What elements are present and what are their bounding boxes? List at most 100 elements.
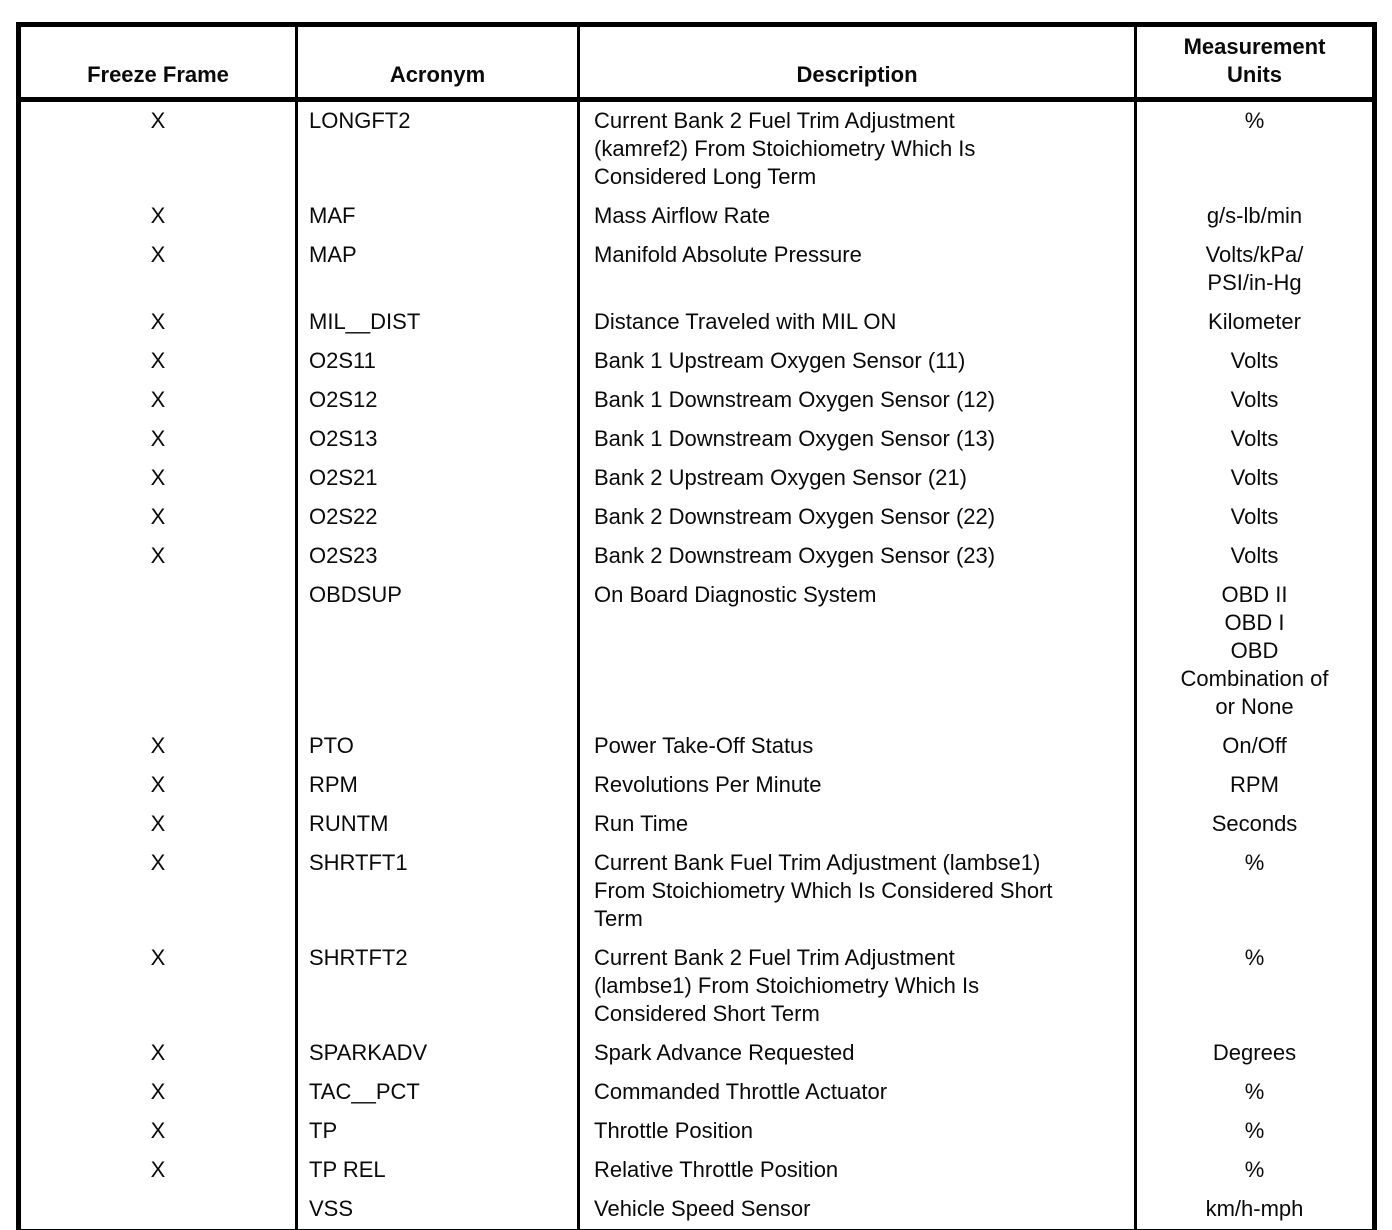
table-row: X TAC__PCT Commanded Throttle Actuator % — [19, 1073, 1375, 1112]
freeze-frame-cell: X — [150, 1079, 166, 1104]
units-cell: Volts — [1134, 381, 1375, 420]
freeze-frame-cell: X — [150, 348, 166, 373]
freeze-frame-cell — [19, 1190, 297, 1230]
units-cell: Volts — [1134, 342, 1375, 381]
table-row: X O2S11 Bank 1 Upstream Oxygen Sensor (1… — [19, 342, 1375, 381]
units-cell: km/h-mph — [1134, 1190, 1375, 1230]
units-cell: RPM — [1134, 766, 1375, 805]
table-row: X TP Throttle Position % — [19, 1112, 1375, 1151]
freeze-frame-cell: X — [150, 387, 166, 412]
table-row: X SPARKADV Spark Advance Requested Degre… — [19, 1034, 1375, 1073]
description-cell: Bank 1 Downstream Oxygen Sensor (13) — [577, 420, 1136, 459]
acronym-cell: RUNTM — [295, 805, 579, 844]
description-cell: Commanded Throttle Actuator — [577, 1073, 1136, 1112]
freeze-frame-cell: X — [150, 108, 166, 133]
table-row: X O2S13 Bank 1 Downstream Oxygen Sensor … — [19, 420, 1375, 459]
acronym-cell: MAP — [295, 236, 579, 303]
table-row: X LONGFT2 Current Bank 2 Fuel Trim Adjus… — [19, 99, 1375, 197]
table-row: VSS Vehicle Speed Sensor km/h-mph — [19, 1190, 1375, 1230]
col-header-acronym: Acronym — [295, 24, 579, 102]
description-cell: Current Bank Fuel Trim Adjustment (lambs… — [577, 844, 1136, 939]
col-header-description: Description — [577, 24, 1136, 102]
description-cell: Run Time — [577, 805, 1136, 844]
units-cell: % — [1134, 1151, 1375, 1190]
description-cell: Mass Airflow Rate — [577, 197, 1136, 236]
table-row: X O2S23 Bank 2 Downstream Oxygen Sensor … — [19, 537, 1375, 576]
units-cell: % — [1134, 1073, 1375, 1112]
col-header-freeze-frame: Freeze Frame — [18, 24, 297, 102]
freeze-frame-cell: X — [150, 242, 166, 267]
table-row: X SHRTFT1 Current Bank Fuel Trim Adjustm… — [19, 844, 1375, 939]
units-cell: % — [1134, 844, 1375, 939]
description-cell: Bank 2 Upstream Oxygen Sensor (21) — [577, 459, 1136, 498]
acronym-cell: PTO — [295, 727, 579, 766]
acronym-cell: O2S12 — [295, 381, 579, 420]
parameters-table: Freeze Frame Acronym Description Measure… — [16, 22, 1377, 1230]
table-body: X LONGFT2 Current Bank 2 Fuel Trim Adjus… — [19, 99, 1375, 1230]
units-cell: g/s-lb/min — [1134, 197, 1375, 236]
units-cell: % — [1134, 1112, 1375, 1151]
table-row: OBDSUP On Board Diagnostic System OBD II… — [19, 576, 1375, 727]
freeze-frame-cell: X — [150, 203, 166, 228]
table-row: X O2S22 Bank 2 Downstream Oxygen Sensor … — [19, 498, 1375, 537]
description-cell: Manifold Absolute Pressure — [577, 236, 1136, 303]
units-cell: Seconds — [1134, 805, 1375, 844]
freeze-frame-cell: X — [150, 1040, 166, 1065]
units-cell: Kilometer — [1134, 303, 1375, 342]
freeze-frame-cell: X — [150, 426, 166, 451]
units-cell: % — [1134, 99, 1375, 197]
units-cell: On/Off — [1134, 727, 1375, 766]
freeze-frame-cell: X — [150, 1118, 166, 1143]
units-cell: OBD II OBD I OBD Combination of or None — [1134, 576, 1375, 727]
units-cell: % — [1134, 939, 1375, 1034]
description-cell: On Board Diagnostic System — [577, 576, 1136, 727]
units-cell: Volts — [1134, 537, 1375, 576]
freeze-frame-cell: X — [150, 772, 166, 797]
description-cell: Current Bank 2 Fuel Trim Adjustment (kam… — [577, 99, 1136, 197]
acronym-cell: SHRTFT2 — [295, 939, 579, 1034]
freeze-frame-cell: X — [150, 811, 166, 836]
table-row: X TP REL Relative Throttle Position % — [19, 1151, 1375, 1190]
freeze-frame-cell: X — [150, 465, 166, 490]
col-header-measurement-units: Measurement Units — [1134, 24, 1375, 102]
table-row: X PTO Power Take-Off Status On/Off — [19, 727, 1375, 766]
table-row: X O2S12 Bank 1 Downstream Oxygen Sensor … — [19, 381, 1375, 420]
description-cell: Bank 2 Downstream Oxygen Sensor (23) — [577, 537, 1136, 576]
table-row: X O2S21 Bank 2 Upstream Oxygen Sensor (2… — [19, 459, 1375, 498]
acronym-cell: MIL__DIST — [295, 303, 579, 342]
description-cell: Relative Throttle Position — [577, 1151, 1136, 1190]
freeze-frame-cell: X — [150, 543, 166, 568]
acronym-cell: SPARKADV — [295, 1034, 579, 1073]
acronym-cell: O2S11 — [295, 342, 579, 381]
freeze-frame-cell — [19, 576, 297, 727]
table-row: X MIL__DIST Distance Traveled with MIL O… — [19, 303, 1375, 342]
acronym-cell: SHRTFT1 — [295, 844, 579, 939]
acronym-cell: LONGFT2 — [295, 99, 579, 197]
table-row: X MAP Manifold Absolute Pressure Volts/k… — [19, 236, 1375, 303]
units-cell: Volts — [1134, 498, 1375, 537]
acronym-cell: O2S23 — [295, 537, 579, 576]
description-cell: Throttle Position — [577, 1112, 1136, 1151]
acronym-cell: MAF — [295, 197, 579, 236]
table-row: X RPM Revolutions Per Minute RPM — [19, 766, 1375, 805]
acronym-cell: VSS — [295, 1190, 579, 1230]
description-cell: Current Bank 2 Fuel Trim Adjustment (lam… — [577, 939, 1136, 1034]
description-cell: Power Take-Off Status — [577, 727, 1136, 766]
description-cell: Spark Advance Requested — [577, 1034, 1136, 1073]
description-cell: Bank 1 Upstream Oxygen Sensor (11) — [577, 342, 1136, 381]
description-cell: Bank 2 Downstream Oxygen Sensor (22) — [577, 498, 1136, 537]
units-cell: Volts/kPa/ PSI/in-Hg — [1134, 236, 1375, 303]
description-cell: Revolutions Per Minute — [577, 766, 1136, 805]
acronym-cell: RPM — [295, 766, 579, 805]
description-cell: Vehicle Speed Sensor — [577, 1190, 1136, 1230]
acronym-cell: O2S22 — [295, 498, 579, 537]
table-row: X SHRTFT2 Current Bank 2 Fuel Trim Adjus… — [19, 939, 1375, 1034]
acronym-cell: TP REL — [295, 1151, 579, 1190]
units-cell: Volts — [1134, 459, 1375, 498]
description-cell: Distance Traveled with MIL ON — [577, 303, 1136, 342]
freeze-frame-cell: X — [150, 945, 166, 970]
table-header: Freeze Frame Acronym Description Measure… — [18, 24, 1375, 102]
description-cell: Bank 1 Downstream Oxygen Sensor (12) — [577, 381, 1136, 420]
freeze-frame-cell: X — [150, 850, 166, 875]
